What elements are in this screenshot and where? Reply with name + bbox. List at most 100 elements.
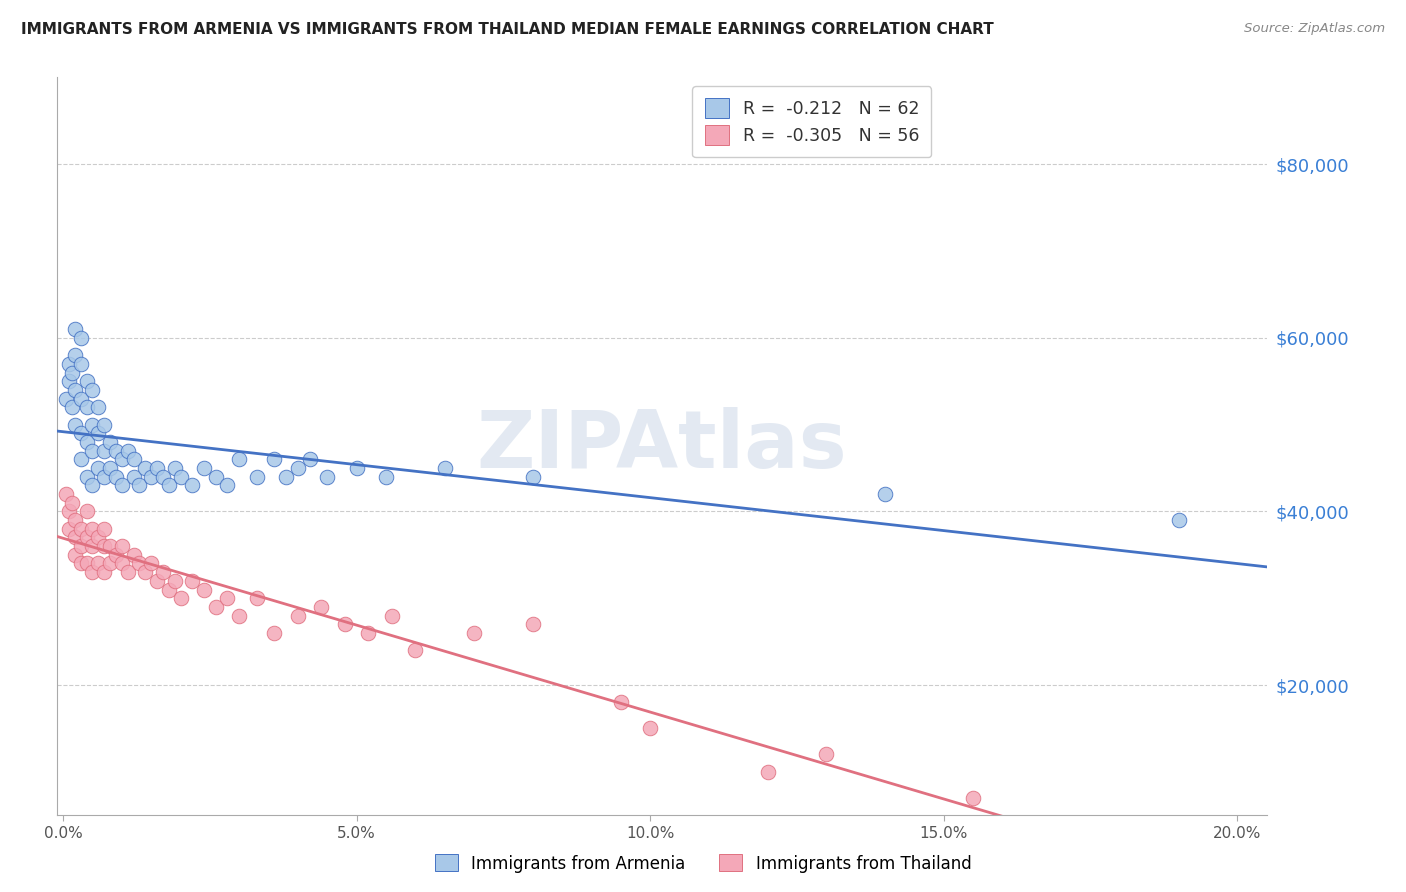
Point <box>69 522 91 536</box>
Point <box>69 357 91 371</box>
Point <box>63 417 86 432</box>
Point <box>610 695 633 709</box>
Point <box>82 522 104 536</box>
Point <box>316 469 339 483</box>
Point <box>638 722 661 736</box>
Point <box>146 574 169 588</box>
Point <box>69 426 91 441</box>
Point <box>163 574 186 588</box>
Point <box>193 461 215 475</box>
Point <box>82 417 104 432</box>
Point <box>128 557 150 571</box>
Point <box>157 478 180 492</box>
Point <box>104 548 127 562</box>
Point <box>311 599 333 614</box>
Point <box>346 461 368 475</box>
Point <box>55 487 77 501</box>
Point <box>815 747 838 762</box>
Point <box>82 443 104 458</box>
Point <box>141 557 163 571</box>
Point <box>263 452 285 467</box>
Legend: R =  -0.212   N = 62, R =  -0.305   N = 56: R = -0.212 N = 62, R = -0.305 N = 56 <box>693 87 932 158</box>
Point <box>87 557 110 571</box>
Point <box>76 434 98 449</box>
Point <box>756 764 779 779</box>
Point <box>63 513 86 527</box>
Point <box>276 469 298 483</box>
Point <box>111 478 134 492</box>
Point <box>76 401 98 415</box>
Point <box>246 591 269 606</box>
Point <box>69 539 91 553</box>
Point <box>60 496 83 510</box>
Point <box>76 557 98 571</box>
Point <box>204 599 226 614</box>
Point <box>93 469 115 483</box>
Point <box>69 331 91 345</box>
Point <box>63 348 86 362</box>
Point <box>157 582 180 597</box>
Point <box>152 565 174 579</box>
Point <box>58 357 80 371</box>
Point <box>87 426 110 441</box>
Point <box>463 626 485 640</box>
Point <box>117 565 139 579</box>
Point <box>69 452 91 467</box>
Point <box>117 443 139 458</box>
Point <box>98 461 121 475</box>
Point <box>122 452 145 467</box>
Point <box>263 626 285 640</box>
Point <box>93 443 115 458</box>
Point <box>111 557 134 571</box>
Point <box>134 461 156 475</box>
Point <box>87 401 110 415</box>
Point <box>82 478 104 492</box>
Point <box>87 531 110 545</box>
Point <box>82 383 104 397</box>
Point <box>87 461 110 475</box>
Legend: Immigrants from Armenia, Immigrants from Thailand: Immigrants from Armenia, Immigrants from… <box>427 847 979 880</box>
Point <box>82 539 104 553</box>
Point <box>122 548 145 562</box>
Point <box>63 322 86 336</box>
Point <box>522 617 544 632</box>
Point <box>181 478 204 492</box>
Text: Source: ZipAtlas.com: Source: ZipAtlas.com <box>1244 22 1385 36</box>
Point <box>93 417 115 432</box>
Point <box>146 461 169 475</box>
Text: IMMIGRANTS FROM ARMENIA VS IMMIGRANTS FROM THAILAND MEDIAN FEMALE EARNINGS CORRE: IMMIGRANTS FROM ARMENIA VS IMMIGRANTS FR… <box>21 22 994 37</box>
Point <box>246 469 269 483</box>
Point <box>128 478 150 492</box>
Point <box>228 452 250 467</box>
Point <box>169 469 191 483</box>
Point <box>58 504 80 518</box>
Point <box>69 557 91 571</box>
Point <box>76 374 98 388</box>
Point <box>93 539 115 553</box>
Point <box>228 608 250 623</box>
Point <box>193 582 215 597</box>
Point <box>98 434 121 449</box>
Point <box>60 366 83 380</box>
Point <box>522 469 544 483</box>
Point <box>82 565 104 579</box>
Point <box>433 461 456 475</box>
Point <box>204 469 226 483</box>
Point <box>287 461 309 475</box>
Point <box>375 469 398 483</box>
Point <box>76 469 98 483</box>
Point <box>76 531 98 545</box>
Point <box>357 626 380 640</box>
Point <box>163 461 186 475</box>
Text: ZIPAtlas: ZIPAtlas <box>477 408 848 485</box>
Point <box>962 790 984 805</box>
Point <box>98 557 121 571</box>
Point <box>104 469 127 483</box>
Point <box>63 548 86 562</box>
Point <box>141 469 163 483</box>
Point <box>169 591 191 606</box>
Point <box>63 383 86 397</box>
Point <box>404 643 426 657</box>
Point <box>381 608 404 623</box>
Point <box>181 574 204 588</box>
